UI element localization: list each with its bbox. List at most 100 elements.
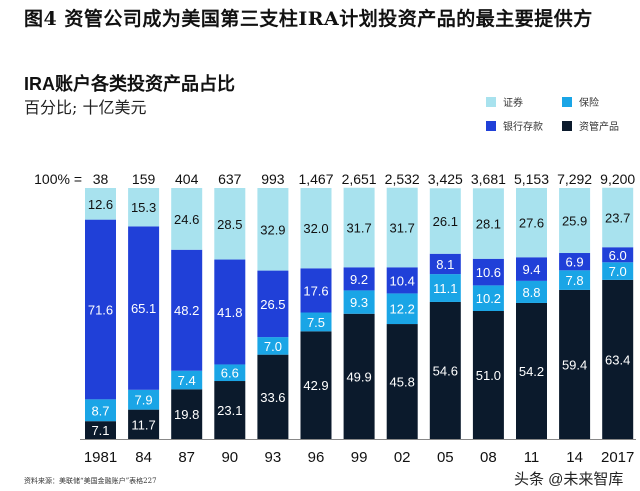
legend-item: 证券: [486, 94, 523, 109]
x-tick-label: 99: [351, 449, 368, 466]
data-label: 45.8: [390, 375, 415, 390]
legend-swatch: [562, 96, 572, 107]
data-label: 10.2: [476, 291, 501, 306]
bar-segment: [343, 267, 375, 291]
x-tick-label: 02: [394, 449, 411, 466]
total-label: 993: [261, 171, 285, 187]
x-tick-label: 96: [308, 449, 325, 466]
data-label: 7.0: [609, 264, 627, 279]
data-label: 42.9: [303, 378, 328, 393]
data-label: 6.9: [566, 255, 584, 270]
data-label: 49.9: [346, 369, 371, 384]
legend-item: 银行存款: [486, 118, 543, 133]
bar-segment: [214, 381, 246, 439]
bar-segment: [386, 293, 418, 325]
bar-segment: [171, 188, 203, 250]
bar-segment: [602, 187, 634, 248]
bar-segment: [559, 270, 591, 290]
data-label: 7.0: [264, 339, 282, 354]
x-tick-label: 93: [265, 449, 282, 466]
total-label: 38: [93, 171, 109, 187]
bar-segment: [257, 188, 289, 271]
x-tick-label: 05: [437, 449, 454, 466]
bar-segment: [386, 187, 418, 268]
x-tick-label: 2017: [601, 449, 634, 466]
data-label: 51.0: [476, 368, 501, 383]
bar-segment: [85, 421, 116, 439]
legend-item: 保险: [562, 94, 599, 109]
bar-segment: [214, 364, 246, 382]
data-label: 41.8: [217, 305, 242, 320]
total-label: 2,532: [385, 171, 420, 187]
data-label: 8.1: [436, 257, 454, 272]
data-label: 6.6: [221, 366, 239, 381]
chart-subtitle: 百分比; 十亿美元: [24, 98, 147, 117]
bar-segment: [559, 188, 591, 254]
legend-label: 证券: [503, 98, 523, 109]
x-tick-label: 11: [524, 449, 540, 466]
data-label: 9.3: [350, 295, 368, 310]
watermark: 头条 @未来智库: [514, 471, 624, 488]
bar-segment: [472, 285, 504, 311]
data-label: 26.1: [433, 214, 458, 229]
total-prefix: 100% =: [34, 171, 82, 187]
bar-segment: [516, 188, 547, 258]
data-label: 19.8: [174, 407, 199, 422]
bar-segment: [559, 289, 591, 439]
data-label: 7.5: [307, 315, 325, 330]
data-label: 8.8: [522, 285, 540, 300]
bar-segment: [602, 279, 634, 439]
data-label: 7.1: [91, 423, 109, 438]
legend-label: 银行存款: [503, 122, 543, 133]
data-label: 17.6: [303, 283, 328, 298]
bar-segment: [472, 310, 504, 439]
data-label: 28.1: [476, 217, 501, 232]
x-tick-label: 90: [221, 449, 238, 466]
bar-segment: [300, 188, 332, 269]
bar-segment: [386, 267, 418, 294]
bar-segment: [171, 389, 203, 439]
data-label: 9.4: [522, 262, 540, 277]
legend-swatch: [486, 120, 496, 131]
legend-swatch: [486, 96, 496, 107]
data-label: 63.4: [605, 352, 630, 367]
bar-segment: [85, 188, 116, 220]
bar-segment: [429, 274, 461, 302]
data-label: 71.6: [88, 302, 113, 317]
bar-segment: [214, 259, 246, 365]
legend-label: 保险: [579, 98, 599, 109]
figure-title: 图4 资管公司成为美国第三支柱IRA计划投资产品的最主要提供方: [24, 8, 593, 30]
data-label: 11.7: [131, 417, 155, 432]
bar-segment: [257, 270, 289, 338]
bar-segment: [516, 280, 547, 303]
bar-segment: [300, 268, 332, 313]
x-tick-label: 87: [178, 449, 195, 466]
bar-segment: [300, 312, 332, 332]
data-label: 48.2: [174, 303, 199, 318]
data-label: 25.9: [562, 214, 587, 229]
bar-segment: [300, 331, 332, 439]
total-label: 7,292: [557, 171, 592, 187]
bar-segment: [343, 313, 375, 439]
total-label: 159: [132, 171, 156, 187]
data-label: 8.7: [91, 403, 109, 418]
data-label: 26.5: [260, 297, 285, 312]
data-label: 31.7: [346, 221, 371, 236]
legend-swatch: [562, 120, 572, 131]
data-label: 12.6: [88, 197, 113, 212]
bar-segment: [429, 188, 461, 254]
bar-segment: [128, 226, 160, 390]
data-label: 31.7: [390, 221, 415, 236]
data-label: 32.0: [303, 221, 328, 236]
data-label: 7.8: [566, 273, 584, 288]
data-label: 23.7: [605, 210, 630, 225]
data-label: 23.1: [217, 403, 242, 418]
total-label: 637: [218, 171, 242, 187]
data-label: 54.2: [519, 364, 544, 379]
bar-segment: [128, 409, 160, 439]
data-label: 11.1: [433, 281, 457, 296]
data-label: 27.6: [519, 216, 544, 231]
bar-segment: [85, 219, 116, 400]
data-label: 7.4: [178, 373, 196, 388]
